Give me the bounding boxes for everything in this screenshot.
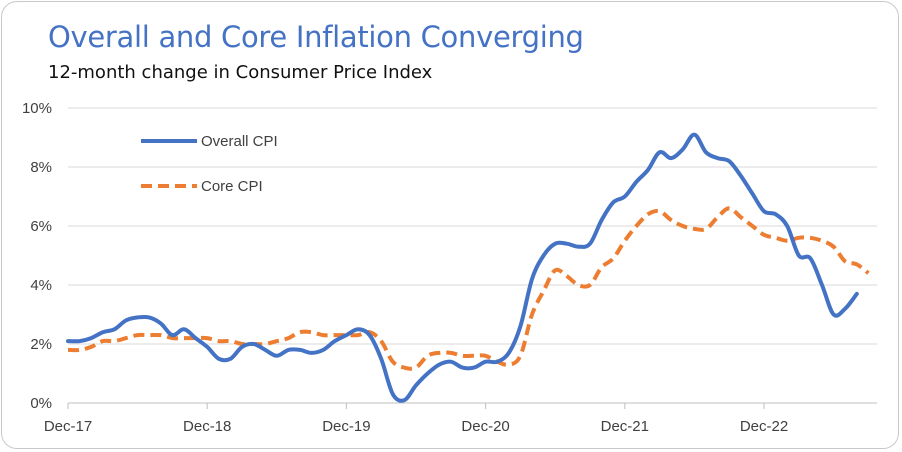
chart-title: Overall and Core Inflation Converging <box>48 20 584 54</box>
y-tick-label: 2% <box>30 336 52 353</box>
y-tick-label: 6% <box>30 218 52 235</box>
y-axis-tick-labels: 0% 2% 4% 6% 8% 10% <box>22 100 52 412</box>
data-series <box>66 132 870 403</box>
x-tick-label: Dec-20 <box>461 418 509 435</box>
legend-label-overall-cpi: Overall CPI <box>201 133 278 150</box>
gridlines <box>68 107 877 345</box>
y-tick-label: 8% <box>30 159 52 176</box>
series-line-overall-cpi <box>66 132 859 403</box>
x-tick-label: Dec-22 <box>740 418 788 435</box>
x-tick-label: Dec-21 <box>601 418 649 435</box>
y-tick-label: 4% <box>30 277 52 294</box>
series-line-core-cpi <box>67 206 870 371</box>
x-axis <box>67 402 877 409</box>
legend: Overall CPI Core CPI <box>141 133 278 195</box>
y-tick-label: 0% <box>30 395 52 412</box>
y-tick-label: 10% <box>22 100 52 117</box>
legend-label-core-cpi: Core CPI <box>201 178 263 195</box>
chart-subtitle: 12-month change in Consumer Price Index <box>48 62 433 83</box>
x-tick-label: Dec-18 <box>183 418 231 435</box>
x-tick-label: Dec-19 <box>322 418 370 435</box>
x-axis-tick-labels: Dec-17 Dec-18 Dec-19 Dec-20 Dec-21 Dec-22 <box>44 418 788 435</box>
x-tick-label: Dec-17 <box>44 418 92 435</box>
